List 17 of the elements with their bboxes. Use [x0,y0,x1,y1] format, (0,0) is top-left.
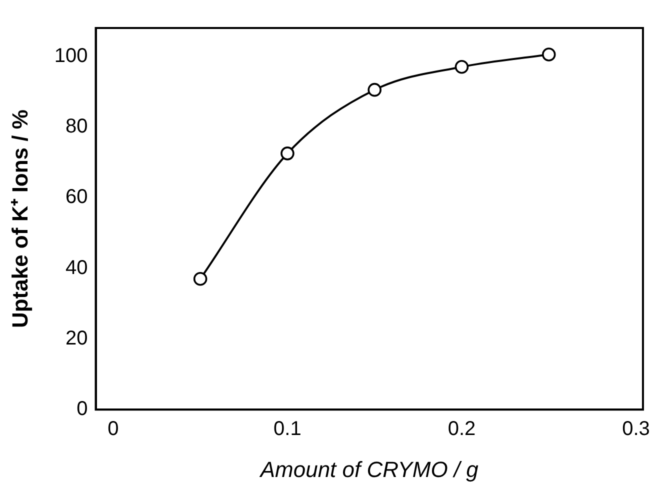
y-tick-label: 100 [54,44,88,67]
point [542,48,556,62]
y-tick-label: 20 [66,327,88,350]
point [193,272,208,286]
y-tick-label: 0 [76,398,88,420]
x-tick-label: 0.3 [622,418,650,440]
x-tick-label: 0.2 [448,418,476,440]
y-tick-label: 60 [66,186,88,208]
point [454,60,469,74]
y-tick-label: 80 [66,115,88,138]
point [368,82,382,97]
point [280,146,294,160]
y-tick-label: 40 [66,256,88,279]
x-tick-label: 0.1 [274,418,302,440]
y-axis-title: Uptake of K⁺ Ions / % [7,110,32,328]
x-tick-label: 0 [108,418,119,440]
x-axis-title: Amount of CRYMO / g [258,456,480,482]
